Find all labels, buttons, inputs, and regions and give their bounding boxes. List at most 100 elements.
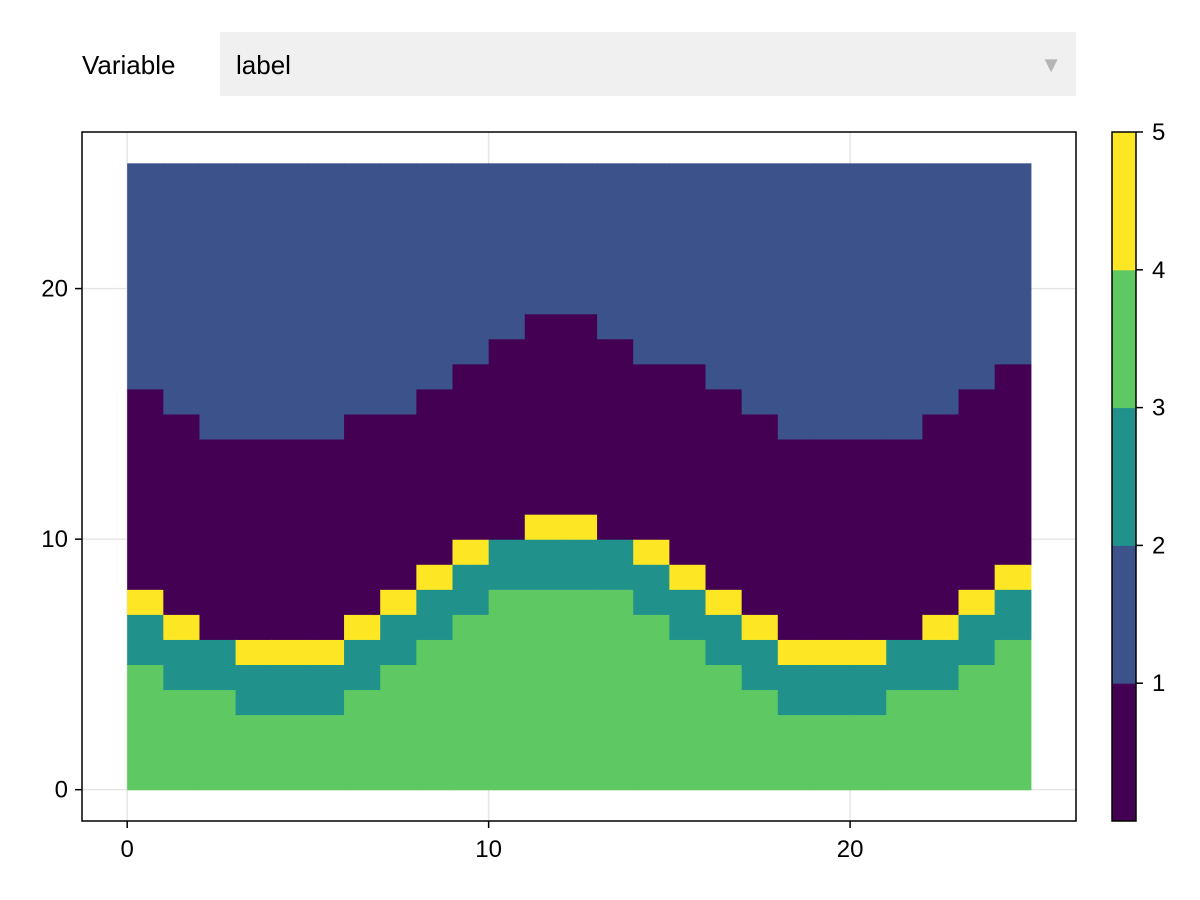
heatmap-cell-blue — [669, 163, 707, 365]
heatmap-cell-yellow — [813, 639, 851, 666]
heatmap-cell-blue — [560, 163, 598, 315]
y-tick-label: 20 — [41, 276, 68, 303]
variable-label: Variable — [82, 50, 176, 80]
heatmap-cell-teal — [705, 614, 743, 666]
heatmap-cell-green — [922, 689, 960, 791]
heatmap-cell-purple — [127, 388, 164, 590]
heatmap-cell-purple — [994, 363, 1032, 565]
heatmap-cell-green — [850, 714, 887, 791]
heatmap-cell-yellow — [777, 639, 815, 666]
heatmap-cell-green — [597, 589, 634, 791]
heatmap-cell-green — [524, 589, 562, 791]
heatmap-cell-blue — [163, 163, 201, 415]
heatmap-cell-teal — [524, 539, 562, 590]
heatmap-cell-blue — [741, 163, 779, 415]
heatmap-cell-green — [813, 714, 851, 791]
heatmap-cell-teal — [380, 614, 417, 666]
heatmap-cell-blue — [705, 163, 743, 390]
heatmap-cell-teal — [560, 539, 598, 590]
heatmap-cell-purple — [741, 413, 779, 615]
colorbar-segment — [1112, 269, 1136, 409]
heatmap-cell-purple — [488, 338, 526, 540]
heatmap-cell-green — [235, 714, 273, 791]
heatmap-cell-purple — [235, 438, 273, 640]
heatmap-cell-yellow — [669, 564, 707, 590]
heatmap-cell-purple — [560, 313, 598, 515]
variable-dropdown[interactable]: label ▼ — [220, 32, 1076, 96]
heatmap-cell-blue — [994, 163, 1032, 365]
heatmap-cell-green — [127, 664, 164, 791]
heatmap-cell-teal — [344, 639, 381, 691]
heatmap-cell-green — [271, 714, 309, 791]
heatmap-cell-teal — [597, 539, 634, 590]
heatmap-cell-teal — [633, 564, 670, 615]
axis-frame — [81, 131, 1077, 822]
heatmap-cell-teal — [669, 589, 707, 640]
heatmap-cell-yellow — [127, 589, 164, 615]
x-tick-label: 20 — [837, 836, 864, 863]
heatmap-cell-teal — [271, 664, 309, 716]
heatmap-cell-teal — [958, 614, 996, 666]
heatmap-cell-blue — [886, 163, 923, 440]
dropdown-selected-value: label — [236, 50, 291, 80]
heatmap-cell-green — [452, 614, 490, 791]
heatmap-cells — [127, 163, 1032, 791]
heatmap-cell-teal — [741, 639, 779, 691]
x-tick-label: 0 — [121, 836, 134, 863]
heatmap-cell-yellow — [994, 564, 1032, 590]
heatmap-cell-green — [777, 714, 815, 791]
heatmap-cell-purple — [777, 438, 815, 640]
heatmap-cell-purple — [850, 438, 887, 640]
heatmap-cell-teal — [488, 539, 526, 590]
heatmap-cell-purple — [669, 363, 707, 565]
heatmap-cell-green — [488, 589, 526, 791]
heatmap-cell-teal — [163, 639, 201, 691]
heatmap-cell-blue — [488, 163, 526, 340]
heatmap-cell-teal — [235, 664, 273, 716]
y-tick-label: 10 — [41, 526, 68, 553]
heatmap-cell-purple — [163, 413, 201, 615]
colorbar-tick-label: 3 — [1152, 395, 1165, 422]
heatmap-cell-yellow — [633, 539, 670, 565]
heatmap-cell-teal — [886, 639, 923, 691]
heatmap-cell-yellow — [560, 514, 598, 540]
heatmap-cell-green — [380, 664, 417, 791]
heatmap-cell-teal — [850, 664, 887, 716]
x-tick-label: 10 — [475, 836, 502, 863]
y-tick-label: 0 — [55, 777, 68, 804]
heatmap-cell-teal — [127, 614, 164, 666]
heatmap-cell-blue — [452, 163, 490, 365]
heatmap-cell-green — [741, 689, 779, 791]
heatmap-cell-teal — [452, 564, 490, 615]
heatmap-cell-green — [994, 639, 1032, 791]
heatmap-cell-teal — [416, 589, 454, 640]
heatmap-cell-green — [886, 689, 923, 791]
heatmap-cell-green — [705, 664, 743, 791]
triangle-down-icon: ▼ — [1040, 52, 1062, 77]
heatmap-cell-blue — [922, 163, 960, 415]
heatmap-cell-green — [560, 589, 598, 791]
heatmap-cell-yellow — [524, 514, 562, 540]
colorbar-tick-label: 4 — [1152, 257, 1165, 284]
heatmap-cell-blue — [850, 163, 887, 440]
heatmap-cell-purple — [307, 438, 345, 640]
heatmap-cell-yellow — [380, 589, 417, 615]
heatmap-cell-yellow — [271, 639, 309, 666]
heatmap-cell-teal — [813, 664, 851, 716]
heatmap-cell-green — [633, 614, 670, 791]
heatmap-cell-yellow — [344, 614, 381, 640]
heatmap-cell-purple — [344, 413, 381, 615]
heatmap-cell-yellow — [922, 614, 960, 640]
heatmap-cell-teal — [777, 664, 815, 716]
heatmap-cell-blue — [416, 163, 454, 390]
heatmap-cell-green — [416, 639, 454, 791]
heatmap-cell-green — [958, 664, 996, 791]
heatmap-cell-blue — [958, 163, 996, 390]
heatmap-cell-purple — [922, 413, 960, 615]
heatmap-cell-yellow — [307, 639, 345, 666]
heatmap-cell-yellow — [235, 639, 273, 666]
heatmap-cell-purple — [380, 413, 417, 590]
heatmap-cell-purple — [958, 388, 996, 590]
heatmap-cell-purple — [886, 438, 923, 640]
